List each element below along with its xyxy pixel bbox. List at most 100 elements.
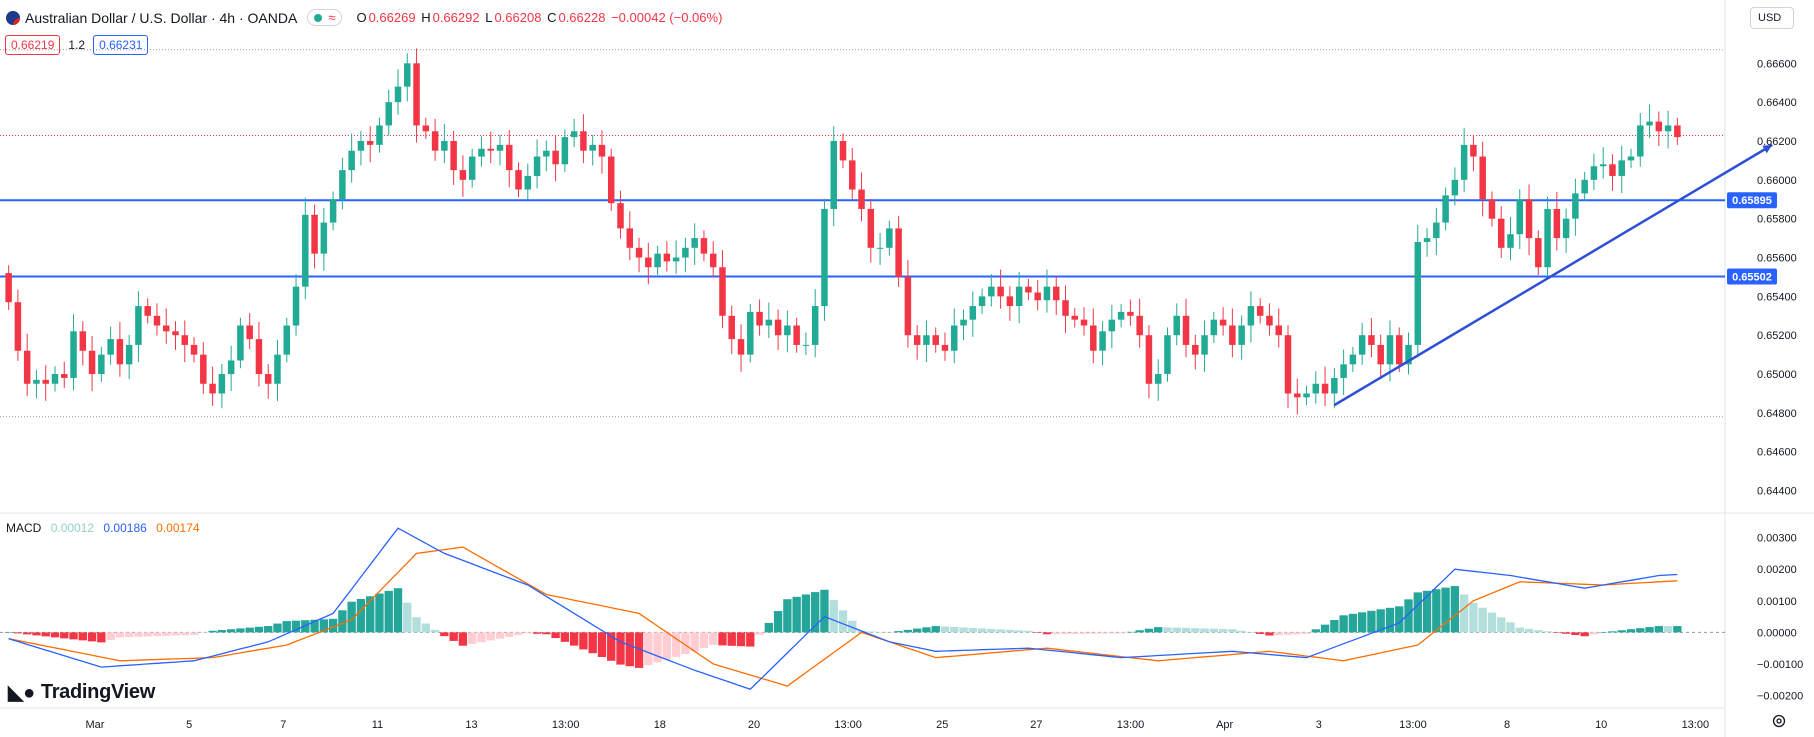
macd-hist-bar bbox=[41, 632, 50, 637]
candle-body bbox=[1349, 354, 1357, 365]
macd-hist-bar bbox=[1543, 631, 1552, 633]
candle-body bbox=[190, 344, 198, 355]
macd-hist-bar bbox=[1116, 632, 1126, 634]
macd-hist-bar bbox=[1107, 632, 1117, 634]
candle-body bbox=[311, 214, 318, 254]
candle-body bbox=[1127, 311, 1134, 316]
candle-body bbox=[1507, 234, 1514, 248]
candle-body bbox=[1405, 344, 1412, 365]
ohlc-values: O 0.66269 H 0.66292 L 0.66208 C 0.66228 −0.0… bbox=[356, 10, 724, 25]
candle-body bbox=[811, 306, 819, 345]
candle-body bbox=[543, 150, 550, 157]
candle-body bbox=[506, 144, 513, 171]
candle-body bbox=[923, 335, 930, 345]
time-tick-label: Mar bbox=[86, 719, 105, 731]
logo-text: TradingView bbox=[40, 681, 156, 703]
macd-hist-bar bbox=[1413, 592, 1422, 633]
candle-body bbox=[61, 374, 68, 378]
time-tick-label: 13 bbox=[465, 719, 477, 731]
candle-body bbox=[533, 156, 541, 176]
macd-hist-bar bbox=[931, 626, 940, 633]
market-status-pill[interactable]: ≈ bbox=[307, 9, 343, 26]
candle-body bbox=[737, 339, 745, 355]
candle-body bbox=[51, 374, 59, 384]
macd-hist-bar bbox=[532, 632, 542, 634]
candle-body bbox=[33, 379, 40, 384]
macd-signal-value: 0.00174 bbox=[156, 521, 200, 535]
macd-hist-bar bbox=[393, 588, 403, 633]
high-label: H bbox=[421, 10, 431, 25]
macd-hist-bar bbox=[1079, 632, 1089, 634]
macd-hist-bar bbox=[1089, 632, 1098, 634]
macd-hist-bar bbox=[1589, 632, 1599, 635]
candle-body bbox=[802, 344, 810, 346]
candle-body bbox=[1497, 218, 1505, 248]
macd-hist-bar bbox=[1617, 630, 1626, 633]
macd-hist-bar bbox=[1330, 619, 1339, 633]
macd-hist-bar bbox=[106, 632, 115, 640]
macd-hist-bar bbox=[152, 632, 162, 637]
candle-body bbox=[1006, 296, 1014, 307]
candle-body bbox=[468, 156, 476, 180]
macd-hist-value: 0.00012 bbox=[50, 521, 95, 535]
candle-body bbox=[422, 125, 430, 132]
candle-body bbox=[626, 228, 634, 248]
candle-body bbox=[5, 273, 12, 303]
candle-body bbox=[1618, 160, 1625, 176]
price-tick-label: 0.65800 bbox=[1757, 214, 1797, 226]
sell-button[interactable]: 0.66219 bbox=[5, 35, 61, 55]
candle-body bbox=[1034, 292, 1041, 301]
macd-hist-bar bbox=[792, 596, 801, 633]
candle-body bbox=[904, 276, 912, 336]
candle-body bbox=[1145, 335, 1153, 384]
macd-hist-bar bbox=[903, 629, 913, 633]
macd-hist-bar bbox=[1218, 628, 1228, 633]
macd-hist-bar bbox=[366, 596, 375, 633]
macd-hist-bar bbox=[199, 632, 208, 633]
gear-icon[interactable] bbox=[1771, 713, 1787, 729]
macd-hist-bar bbox=[1293, 632, 1302, 635]
macd-hist-bar bbox=[1469, 602, 1478, 633]
candle-body bbox=[255, 339, 263, 375]
symbol-title[interactable]: Australian Dollar / U.S. Dollar · 4h · O… bbox=[25, 9, 298, 26]
macd-hist-bar bbox=[1673, 626, 1682, 633]
time-tick-label: 3 bbox=[1316, 719, 1322, 731]
macd-hist-bar bbox=[625, 632, 634, 667]
candle-body bbox=[1581, 179, 1588, 194]
candle-body bbox=[978, 296, 986, 307]
macd-hist-bar bbox=[328, 618, 338, 633]
buy-button[interactable]: 0.66231 bbox=[93, 35, 149, 55]
macd-hist-bar bbox=[1376, 609, 1385, 633]
tradingview-logo[interactable]: ◣● TradingView bbox=[8, 680, 155, 705]
macd-hist-bar bbox=[940, 626, 950, 633]
macd-hist-bar bbox=[477, 632, 486, 643]
candle-body bbox=[385, 102, 392, 126]
candle-body bbox=[1238, 325, 1245, 345]
macd-hist-bar bbox=[486, 632, 495, 641]
macd-label[interactable]: MACD bbox=[6, 521, 42, 535]
macd-hist-bar bbox=[421, 623, 430, 633]
macd-hist-bar bbox=[801, 594, 811, 633]
candle-body bbox=[404, 63, 411, 87]
candle-body bbox=[1219, 319, 1227, 326]
candle-body bbox=[598, 144, 606, 157]
candle-body bbox=[1266, 315, 1273, 326]
axis-labels: 0.66600 0.66400 0.66200 0.66000 0.65800 0.656… bbox=[86, 58, 1804, 731]
macd-hist-bar bbox=[338, 610, 347, 633]
candle-body bbox=[283, 325, 291, 355]
candle-body bbox=[1321, 383, 1329, 394]
candle-body bbox=[1414, 241, 1422, 345]
macd-hist-bar bbox=[1663, 626, 1673, 633]
candle-body bbox=[1646, 121, 1653, 126]
macd-hist-bar bbox=[115, 632, 125, 638]
candle-body bbox=[1358, 335, 1366, 355]
candle-body bbox=[227, 360, 235, 375]
candle-body bbox=[1516, 199, 1524, 235]
low-value: 0.66208 bbox=[494, 10, 542, 25]
time-tick-label: 8 bbox=[1504, 719, 1510, 731]
macd-hist-bar bbox=[579, 632, 588, 650]
candle-body bbox=[1043, 286, 1051, 301]
macd-hist-bar bbox=[60, 632, 69, 639]
currency-selector[interactable]: USD bbox=[1750, 7, 1794, 29]
